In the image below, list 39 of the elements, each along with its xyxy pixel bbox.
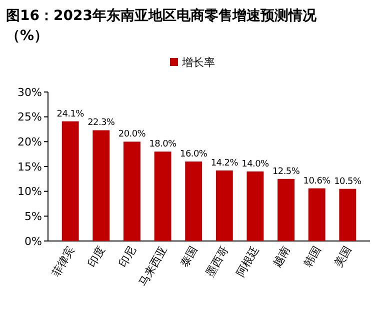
x-tick-label: 美国 [332, 244, 354, 270]
x-tick-label: 墨西哥 [203, 244, 232, 280]
chart-title: 图16：2023年东南亚地区电商零售增速预测情况（%） [6, 7, 318, 44]
x-tick-label: 越南 [270, 244, 293, 270]
y-tick-label: 30% [18, 86, 42, 99]
data-label: 20.0% [118, 130, 146, 140]
bar [278, 178, 295, 241]
y-tick-label: 25% [18, 110, 42, 124]
data-label: 14.0% [242, 159, 270, 170]
y-tick-label: 0% [24, 234, 42, 248]
data-label: 22.3% [88, 118, 116, 128]
bar [92, 130, 110, 241]
x-tick-label: 印尼 [116, 244, 139, 270]
data-label: 10.5% [334, 176, 362, 187]
bar [185, 162, 202, 241]
data-label: 12.5% [272, 166, 300, 177]
y-tick-label: 15% [18, 160, 42, 174]
bar [62, 121, 79, 241]
data-label: 10.6% [303, 176, 332, 186]
x-tick-label: 阿根廷 [234, 244, 262, 280]
y-tick-label: 10% [18, 185, 42, 198]
bar [154, 152, 172, 241]
x-tick-label: 马来西亚 [136, 244, 170, 289]
x-tick-label: 泰国 [178, 244, 200, 270]
data-label: 16.0% [180, 150, 208, 160]
data-label: 18.0% [149, 140, 178, 150]
bar [123, 142, 140, 241]
x-tick-label: 印度 [85, 244, 108, 270]
bar [339, 188, 356, 241]
legend-label: 增长率 [181, 56, 215, 69]
y-tick-label: 20% [18, 136, 42, 149]
y-tick-label: 5% [24, 210, 42, 224]
bar [308, 188, 326, 241]
bar [246, 171, 264, 241]
bar [216, 170, 233, 241]
x-tick-label: 菲律宾 [49, 244, 77, 280]
data-label: 14.2% [210, 158, 239, 168]
data-label: 24.1% [56, 109, 85, 120]
x-tick-label: 韩国 [301, 244, 324, 270]
